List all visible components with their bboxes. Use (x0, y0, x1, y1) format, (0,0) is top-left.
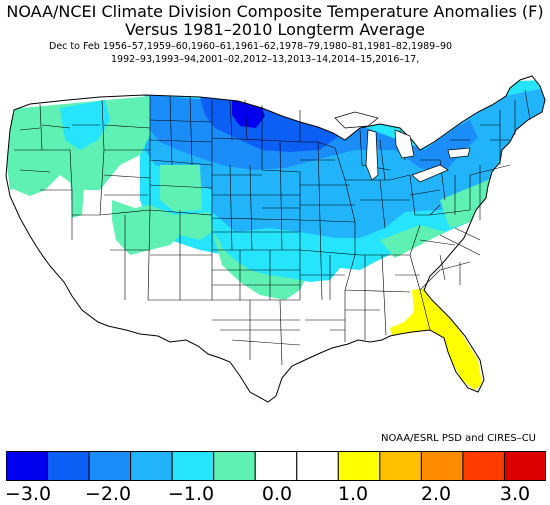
legend-swatch (503, 451, 546, 481)
legend-tick-label: −2.0 (84, 483, 132, 505)
us-climate-division-map (5, 75, 546, 403)
anomaly-shading (6, 76, 545, 402)
map-title-line-1: NOAA/NCEI Climate Division Composite Tem… (6, 2, 544, 21)
composite-years-line-2: 1992–93,1993–94,2001–02,2012–13,2013–14,… (111, 54, 420, 65)
composite-years-line-1: Dec to Feb 1956–57,1959–60,1960–61,1961–… (49, 41, 453, 52)
legend-swatch (47, 451, 90, 481)
legend-swatch (254, 451, 298, 481)
legend-tick-label: 3.0 (499, 483, 531, 505)
climate-division-borders (14, 89, 531, 366)
map-title-line-2: Versus 1981–2010 Longterm Average (124, 20, 426, 39)
legend-tick-label: 2.0 (420, 483, 452, 505)
data-credit: NOAA/ESRL PSD and CIRES–CU (381, 433, 536, 444)
legend-swatch (337, 451, 381, 481)
legend-swatch (462, 451, 505, 481)
legend-swatch (296, 451, 339, 481)
color-legend-bar (6, 451, 546, 481)
legend-swatch (130, 451, 173, 481)
legend-swatch (6, 451, 49, 481)
legend-swatch (420, 451, 464, 481)
legend-tick-label: −3.0 (4, 483, 52, 505)
legend-tick-label: 1.0 (337, 483, 369, 505)
legend-swatch (213, 451, 256, 481)
legend-swatch (171, 451, 215, 481)
legend-tick-label: 0.0 (261, 483, 293, 505)
legend-swatch (379, 451, 422, 481)
legend-swatch (88, 451, 132, 481)
great-lakes (334, 111, 471, 183)
legend-tick-label: −1.0 (167, 483, 215, 505)
